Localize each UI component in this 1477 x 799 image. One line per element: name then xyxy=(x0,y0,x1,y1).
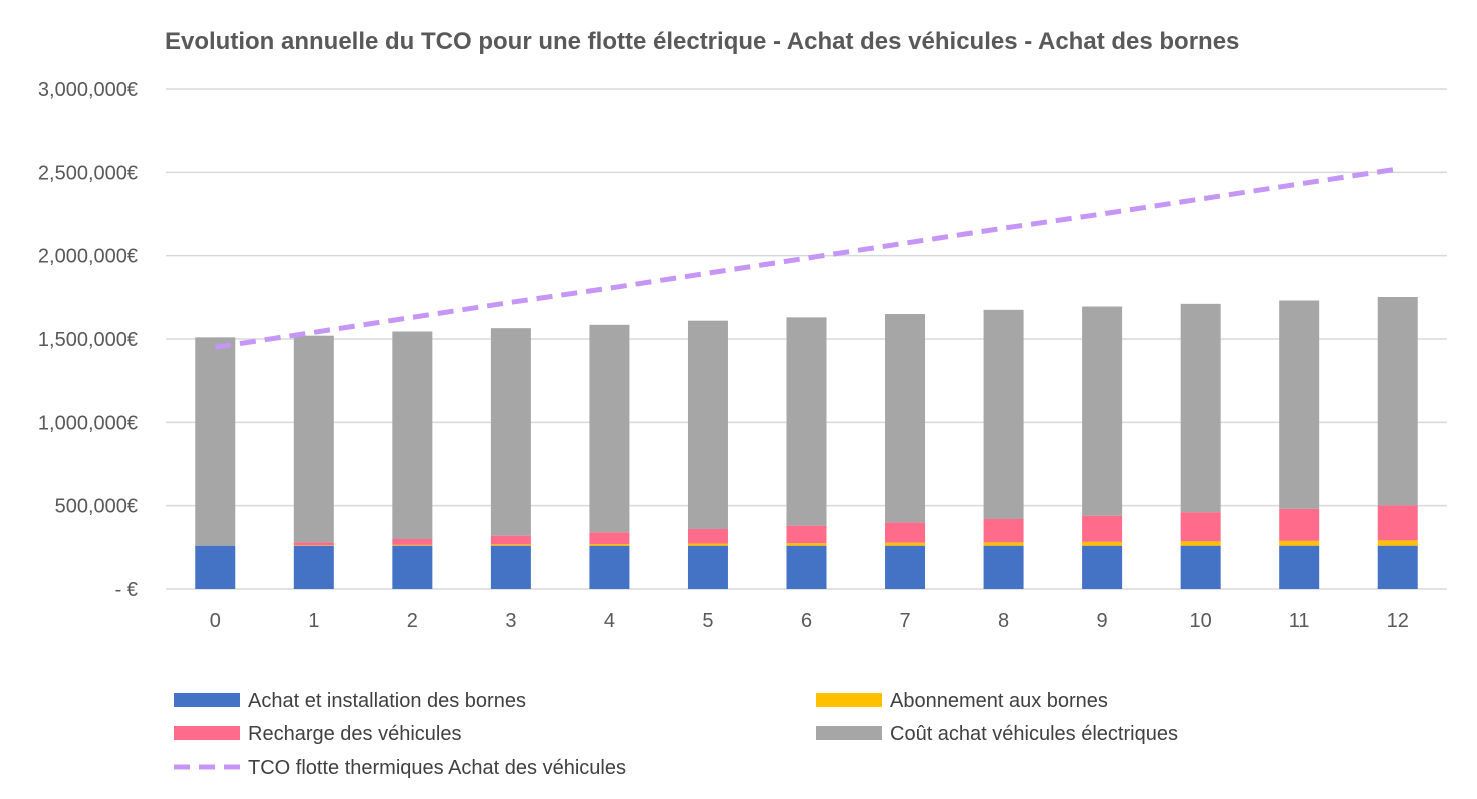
bar-segment-series-0-cat-6 xyxy=(786,545,827,589)
bar-segment-series-1-cat-3 xyxy=(490,544,531,546)
y-tick-label: 2,000,000€ xyxy=(38,246,138,268)
x-tick-label: 2 xyxy=(407,610,418,632)
x-tick-label: 3 xyxy=(505,610,516,632)
y-tick-label: 2,500,000€ xyxy=(38,162,138,184)
bar-segment-series-2-cat-12 xyxy=(1377,505,1418,541)
bar-segment-series-2-cat-2 xyxy=(392,539,433,545)
bar-segment-series-3-cat-8 xyxy=(983,309,1024,519)
y-tick-label: 1,500,000€ xyxy=(38,329,138,351)
x-tick-label: 4 xyxy=(604,610,615,632)
bar-segment-series-3-cat-2 xyxy=(392,331,433,539)
bar-segment-series-1-cat-12 xyxy=(1377,540,1418,546)
bar-segment-series-2-cat-4 xyxy=(589,532,630,544)
legend-label: Coût achat véhicules électriques xyxy=(890,723,1178,745)
bar-segment-series-1-cat-2 xyxy=(392,544,433,546)
legend-label: Achat et installation des bornes xyxy=(248,690,526,712)
x-tick-label: 7 xyxy=(899,610,910,632)
bar-segment-series-0-cat-8 xyxy=(983,545,1024,589)
bar-segment-series-0-cat-7 xyxy=(885,545,926,589)
bar-segment-series-0-cat-3 xyxy=(490,545,531,589)
bar-segment-series-3-cat-3 xyxy=(490,328,531,536)
bar-segment-series-2-cat-7 xyxy=(885,522,926,543)
bar-segment-series-3-cat-11 xyxy=(1279,300,1320,509)
bar-segment-series-0-cat-0 xyxy=(195,545,236,589)
legend-swatch xyxy=(174,726,240,740)
bar-segment-series-0-cat-10 xyxy=(1180,545,1221,589)
legend-label: Recharge des véhicules xyxy=(248,723,461,745)
bar-segment-series-3-cat-6 xyxy=(786,317,827,526)
bar-segment-series-2-cat-6 xyxy=(786,525,827,544)
x-tick-label: 0 xyxy=(210,610,221,632)
bar-segment-series-0-cat-5 xyxy=(687,545,728,589)
bar-segment-series-3-cat-0 xyxy=(195,337,236,546)
bar-segment-series-1-cat-7 xyxy=(885,542,926,546)
y-tick-label: 1,000,000€ xyxy=(38,412,138,434)
legend-swatch xyxy=(174,693,240,707)
bar-segment-series-2-cat-5 xyxy=(687,529,728,544)
y-tick-label: 3,000,000€ xyxy=(38,79,138,101)
bar-segment-series-3-cat-5 xyxy=(687,320,728,529)
bar-segment-series-0-cat-12 xyxy=(1377,545,1418,589)
bar-segment-series-0-cat-1 xyxy=(293,545,334,589)
x-tick-label: 5 xyxy=(702,610,713,632)
legend-swatch xyxy=(816,726,882,740)
legend-label: TCO flotte thermiques Achat des véhicule… xyxy=(248,757,626,779)
bar-segment-series-1-cat-11 xyxy=(1279,540,1320,546)
bar-segment-series-1-cat-5 xyxy=(687,543,728,546)
bar-segment-series-1-cat-9 xyxy=(1082,541,1123,546)
x-tick-label: 10 xyxy=(1190,610,1212,632)
bar-segment-series-1-cat-8 xyxy=(983,542,1024,546)
bar-segment-series-2-cat-11 xyxy=(1279,508,1320,541)
bar-segment-series-0-cat-2 xyxy=(392,545,433,589)
bar-segment-series-3-cat-4 xyxy=(589,324,630,533)
bar-segment-series-0-cat-11 xyxy=(1279,545,1320,589)
bar-segment-series-3-cat-7 xyxy=(885,314,926,523)
bar-segment-series-2-cat-8 xyxy=(983,519,1024,543)
bar-segment-series-3-cat-9 xyxy=(1082,306,1123,516)
x-tick-label: 6 xyxy=(801,610,812,632)
legend: Achat et installation des bornes Abonneme… xyxy=(174,690,1178,779)
x-tick-label: 8 xyxy=(998,610,1009,632)
y-axis-ticks: 3,000,000€ 2,500,000€ 2,000,000€ 1,500,000€… xyxy=(38,79,138,601)
x-tick-label: 11 xyxy=(1289,610,1310,632)
bar-segment-series-2-cat-9 xyxy=(1082,515,1123,542)
bar-segment-series-1-cat-4 xyxy=(589,544,630,546)
bar-segment-series-0-cat-4 xyxy=(589,545,630,589)
bar-segment-series-1-cat-1 xyxy=(293,545,334,546)
x-tick-label: 12 xyxy=(1387,610,1409,632)
y-tick-label: - € xyxy=(115,579,138,601)
bar-segment-series-2-cat-10 xyxy=(1180,512,1221,542)
legend-label: Abonnement aux bornes xyxy=(890,690,1108,712)
bar-segment-series-2-cat-3 xyxy=(490,535,531,545)
bars xyxy=(195,297,1418,589)
bar-segment-series-2-cat-1 xyxy=(293,542,334,546)
bar-segment-series-1-cat-10 xyxy=(1180,541,1221,546)
bar-segment-series-3-cat-12 xyxy=(1377,297,1418,506)
bar-segment-series-1-cat-6 xyxy=(786,543,827,546)
bar-segment-series-0-cat-9 xyxy=(1082,545,1123,589)
y-tick-label: 500,000€ xyxy=(55,496,138,518)
bar-segment-series-3-cat-1 xyxy=(293,335,334,543)
bar-segment-series-3-cat-10 xyxy=(1180,303,1221,513)
x-axis-ticks: 0 1 2 3 4 5 6 7 8 9 10 11 12 xyxy=(210,610,1409,632)
legend-swatch xyxy=(816,693,882,707)
x-tick-label: 9 xyxy=(1097,610,1108,632)
x-tick-label: 1 xyxy=(308,610,319,632)
chart-title: Evolution annuelle du TCO pour une flott… xyxy=(165,28,1239,55)
